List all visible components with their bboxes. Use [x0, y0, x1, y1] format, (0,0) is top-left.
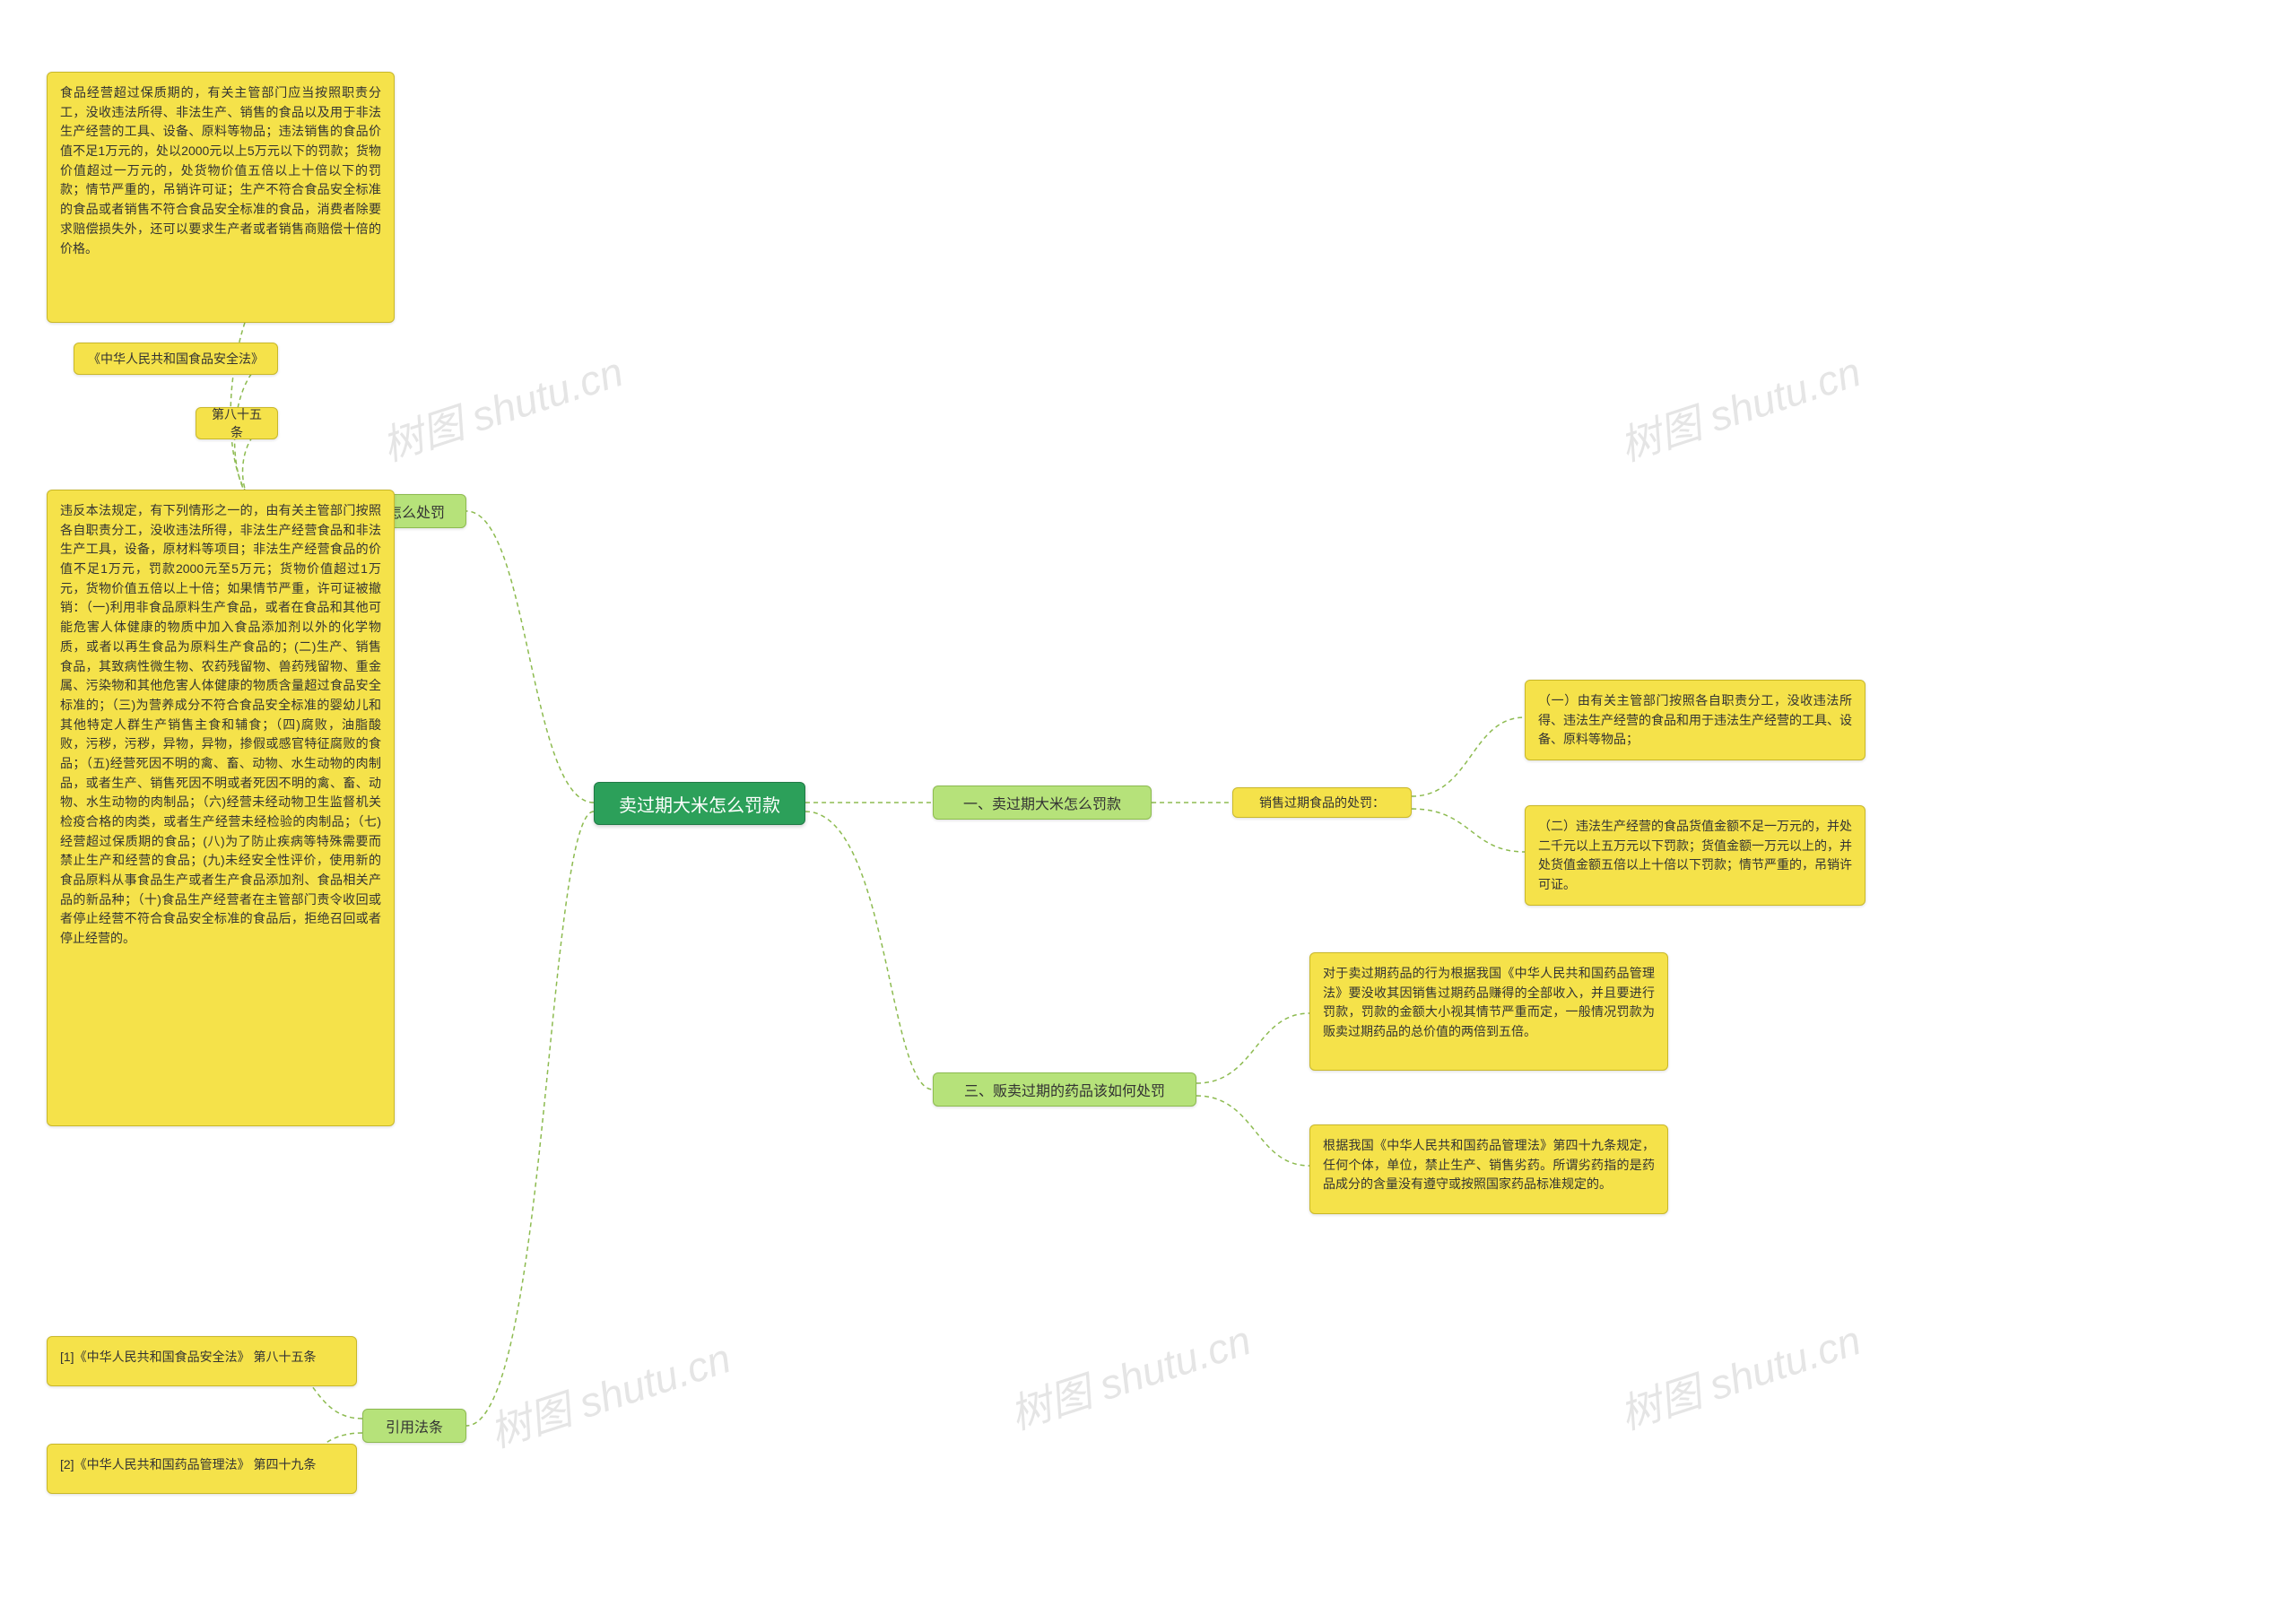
root-node: 卖过期大米怎么罚款: [594, 782, 805, 825]
leaf-sec2-article-85: 第八十五条: [196, 407, 278, 439]
leaf-penalty-1: （一）由有关主管部门按照各自职责分工，没收违法所得、违法生产经营的食品和用于违法…: [1525, 680, 1866, 760]
watermark: 树图 shutu.cn: [1612, 1308, 1867, 1442]
branch-citations: 引用法条: [362, 1409, 466, 1443]
leaf-drug-1: 对于卖过期药品的行为根据我国《中华人民共和国药品管理法》要没收其因销售过期药品赚…: [1309, 952, 1668, 1071]
leaf-citation-2: [2]《中华人民共和国药品管理法》 第四十九条: [47, 1444, 357, 1494]
leaf-sec2-para1: 食品经营超过保质期的，有关主管部门应当按照职责分工，没收违法所得、非法生产、销售…: [47, 72, 395, 323]
branch-section-3: 三、贩卖过期的药品该如何处罚: [933, 1072, 1196, 1107]
watermark: 树图 shutu.cn: [1002, 1308, 1257, 1442]
leaf-sec2-long-list: 违反本法规定，有下列情形之一的，由有关主管部门按照各自职责分工，没收违法所得，非…: [47, 490, 395, 1126]
branch-section-1: 一、卖过期大米怎么罚款: [933, 786, 1152, 820]
leaf-penalty-2: （二）违法生产经营的食品货值金额不足一万元的，并处二千元以上五万元以下罚款；货值…: [1525, 805, 1866, 906]
leaf-drug-2: 根据我国《中华人民共和国药品管理法》第四十九条规定，任何个体，单位，禁止生产、销…: [1309, 1124, 1668, 1214]
watermark: 树图 shutu.cn: [1612, 340, 1867, 473]
sub-sale-penalty: 销售过期食品的处罚：: [1232, 787, 1412, 818]
watermark: 树图 shutu.cn: [374, 340, 630, 473]
watermark: 树图 shutu.cn: [482, 1326, 737, 1460]
leaf-citation-1: [1]《中华人民共和国食品安全法》 第八十五条: [47, 1336, 357, 1386]
leaf-sec2-law-title: 《中华人民共和国食品安全法》: [74, 343, 278, 375]
